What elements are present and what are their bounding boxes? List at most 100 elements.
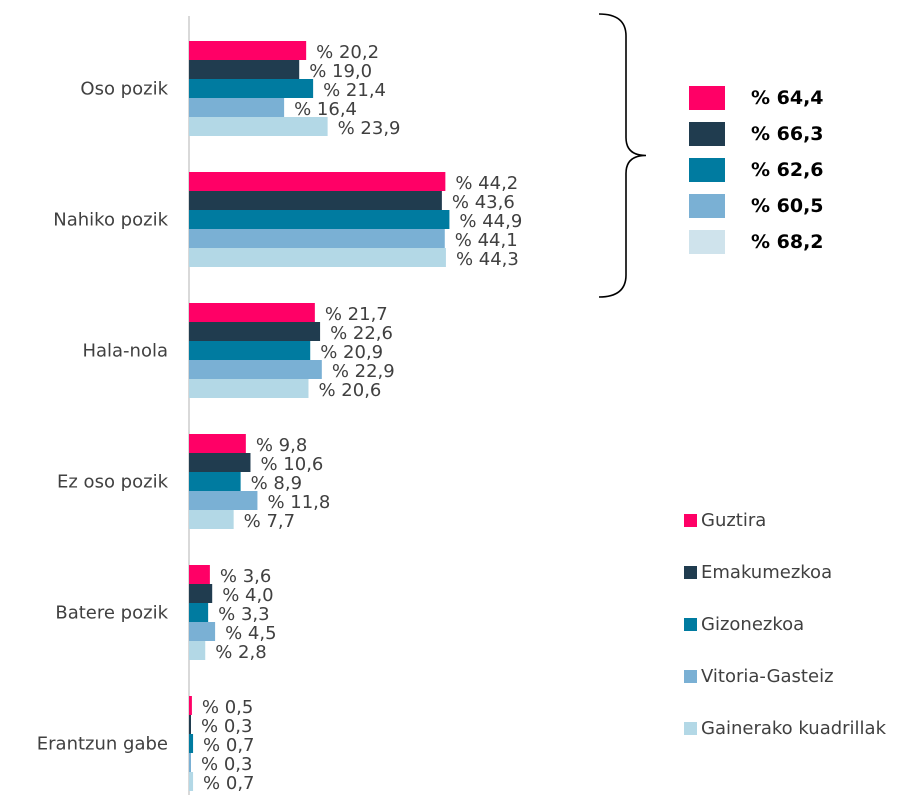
category-label-ez-oso-pozik: Ez oso pozik — [57, 472, 169, 493]
bar-ez-oso-pozik-vitoria-gasteiz — [189, 491, 258, 510]
category-label-hala-nola: Hala-nola — [82, 341, 168, 362]
bracket-totals: % 64,4 % 66,3 % 62,6 % 60,5 % 68,2 — [689, 80, 824, 260]
bar-hala-nola-guztira — [189, 303, 315, 322]
value-label-hala-nola-emakumezkoa: % 22,6 — [330, 323, 393, 344]
legend-item-gizonezkoa: Gizonezkoa — [684, 598, 922, 650]
total-value-vitoria-gasteiz: % 60,5 — [751, 195, 824, 217]
value-label-ez-oso-pozik-emakumezkoa: % 10,6 — [260, 454, 323, 475]
value-label-batere-pozik-gainerako-kuadrillak: % 2,8 — [215, 642, 266, 663]
value-label-ez-oso-pozik-vitoria-gasteiz: % 11,8 — [267, 492, 330, 513]
bar-ez-oso-pozik-gizonezkoa — [189, 472, 241, 491]
bar-nahiko-pozik-gainerako-kuadrillak — [189, 248, 446, 267]
total-row-guztira: % 64,4 — [689, 80, 824, 116]
value-label-erantzun-gabe-gizonezkoa: % 0,7 — [203, 735, 254, 756]
category-label-nahiko-pozik: Nahiko pozik — [53, 210, 168, 231]
legend-label-gainerako: Gainerako kuadrillak — [701, 717, 887, 739]
value-label-batere-pozik-guztira: % 3,6 — [220, 566, 271, 587]
total-swatch-gizonezkoa — [689, 158, 725, 182]
bar-ez-oso-pozik-guztira — [189, 434, 246, 453]
bar-erantzun-gabe-gainerako-kuadrillak — [189, 772, 194, 791]
value-label-ez-oso-pozik-gizonezkoa: % 8,9 — [251, 473, 302, 494]
legend-label-vitoria-gasteiz: Vitoria-Gasteiz — [701, 665, 834, 687]
legend-swatch-emakumezkoa — [684, 565, 697, 579]
bar-hala-nola-emakumezkoa — [189, 322, 321, 341]
bar-nahiko-pozik-vitoria-gasteiz — [189, 229, 445, 248]
bar-erantzun-gabe-vitoria-gasteiz — [189, 753, 191, 772]
category-label-erantzun-gabe: Erantzun gabe — [37, 734, 168, 755]
total-row-gainerako: % 68,2 — [689, 224, 824, 260]
total-row-emakumezkoa: % 66,3 — [689, 116, 824, 152]
bar-hala-nola-gainerako-kuadrillak — [189, 379, 309, 398]
total-value-emakumezkoa: % 66,3 — [751, 123, 824, 145]
value-label-hala-nola-gizonezkoa: % 20,9 — [320, 342, 383, 363]
legend-item-gainerako: Gainerako kuadrillak — [684, 702, 922, 754]
legend-label-emakumezkoa: Emakumezkoa — [701, 561, 833, 583]
bar-oso-pozik-gizonezkoa — [189, 79, 314, 98]
value-label-nahiko-pozik-emakumezkoa: % 43,6 — [452, 192, 515, 213]
value-label-batere-pozik-gizonezkoa: % 3,3 — [218, 604, 269, 625]
bar-batere-pozik-emakumezkoa — [189, 584, 213, 603]
value-label-hala-nola-guztira: % 21,7 — [325, 304, 388, 325]
value-label-erantzun-gabe-guztira: % 0,5 — [202, 697, 253, 718]
category-label-batere-pozik: Batere pozik — [55, 603, 168, 624]
legend-item-vitoria-gasteiz: Vitoria-Gasteiz — [684, 650, 922, 702]
bar-ez-oso-pozik-emakumezkoa — [189, 453, 251, 472]
value-label-nahiko-pozik-gainerako-kuadrillak: % 44,3 — [456, 249, 519, 270]
bar-batere-pozik-guztira — [189, 565, 210, 584]
total-value-gainerako: % 68,2 — [751, 231, 824, 253]
value-label-nahiko-pozik-guztira: % 44,2 — [455, 173, 518, 194]
legend-swatch-guztira — [684, 513, 697, 527]
value-label-erantzun-gabe-emakumezkoa: % 0,3 — [201, 716, 252, 737]
legend-swatch-vitoria-gasteiz — [684, 669, 697, 683]
chart-legend: Guztira Emakumezkoa Gizonezkoa Vitoria-G… — [684, 494, 922, 754]
value-label-oso-pozik-vitoria-gasteiz: % 16,4 — [294, 99, 357, 120]
bar-nahiko-pozik-emakumezkoa — [189, 191, 442, 210]
value-label-oso-pozik-gainerako-kuadrillak: % 23,9 — [338, 118, 401, 139]
value-label-oso-pozik-guztira: % 20,2 — [316, 42, 379, 63]
total-swatch-gainerako — [689, 230, 725, 254]
total-swatch-vitoria-gasteiz — [689, 194, 725, 218]
bar-ez-oso-pozik-gainerako-kuadrillak — [189, 510, 234, 529]
value-label-oso-pozik-gizonezkoa: % 21,4 — [323, 80, 386, 101]
total-row-gizonezkoa: % 62,6 — [689, 152, 824, 188]
bar-erantzun-gabe-guztira — [189, 696, 192, 715]
bar-oso-pozik-emakumezkoa — [189, 60, 300, 79]
legend-label-gizonezkoa: Gizonezkoa — [701, 613, 805, 635]
grouping-bracket — [598, 13, 647, 298]
value-label-hala-nola-gainerako-kuadrillak: % 20,6 — [318, 380, 381, 401]
total-swatch-emakumezkoa — [689, 122, 725, 146]
bar-batere-pozik-vitoria-gasteiz — [189, 622, 216, 641]
bar-batere-pozik-gainerako-kuadrillak — [189, 641, 206, 660]
bar-oso-pozik-guztira — [189, 41, 307, 60]
value-label-ez-oso-pozik-guztira: % 9,8 — [256, 435, 307, 456]
total-value-guztira: % 64,4 — [751, 87, 824, 109]
total-swatch-guztira — [689, 86, 725, 110]
legend-item-guztira: Guztira — [684, 494, 922, 546]
total-value-gizonezkoa: % 62,6 — [751, 159, 824, 181]
value-label-hala-nola-vitoria-gasteiz: % 22,9 — [332, 361, 395, 382]
legend-label-guztira: Guztira — [701, 509, 767, 531]
bar-erantzun-gabe-gizonezkoa — [189, 734, 194, 753]
category-label-oso-pozik: Oso pozik — [80, 79, 168, 100]
legend-swatch-gainerako — [684, 721, 697, 735]
total-row-vitoria-gasteiz: % 60,5 — [689, 188, 824, 224]
value-label-ez-oso-pozik-gainerako-kuadrillak: % 7,7 — [244, 511, 295, 532]
value-label-oso-pozik-emakumezkoa: % 19,0 — [309, 61, 372, 82]
bar-hala-nola-gizonezkoa — [189, 341, 311, 360]
bar-nahiko-pozik-guztira — [189, 172, 446, 191]
value-label-erantzun-gabe-gainerako-kuadrillak: % 0,7 — [203, 773, 254, 794]
value-label-batere-pozik-emakumezkoa: % 4,0 — [222, 585, 273, 606]
legend-swatch-gizonezkoa — [684, 617, 697, 631]
value-label-batere-pozik-vitoria-gasteiz: % 4,5 — [225, 623, 276, 644]
bar-hala-nola-vitoria-gasteiz — [189, 360, 322, 379]
legend-item-emakumezkoa: Emakumezkoa — [684, 546, 922, 598]
bar-oso-pozik-vitoria-gasteiz — [189, 98, 285, 117]
value-label-nahiko-pozik-gizonezkoa: % 44,9 — [459, 211, 522, 232]
value-label-erantzun-gabe-vitoria-gasteiz: % 0,3 — [201, 754, 252, 775]
bar-batere-pozik-gizonezkoa — [189, 603, 209, 622]
bar-nahiko-pozik-gizonezkoa — [189, 210, 450, 229]
bar-oso-pozik-gainerako-kuadrillak — [189, 117, 328, 136]
value-label-nahiko-pozik-vitoria-gasteiz: % 44,1 — [455, 230, 518, 251]
bar-erantzun-gabe-emakumezkoa — [189, 715, 191, 734]
